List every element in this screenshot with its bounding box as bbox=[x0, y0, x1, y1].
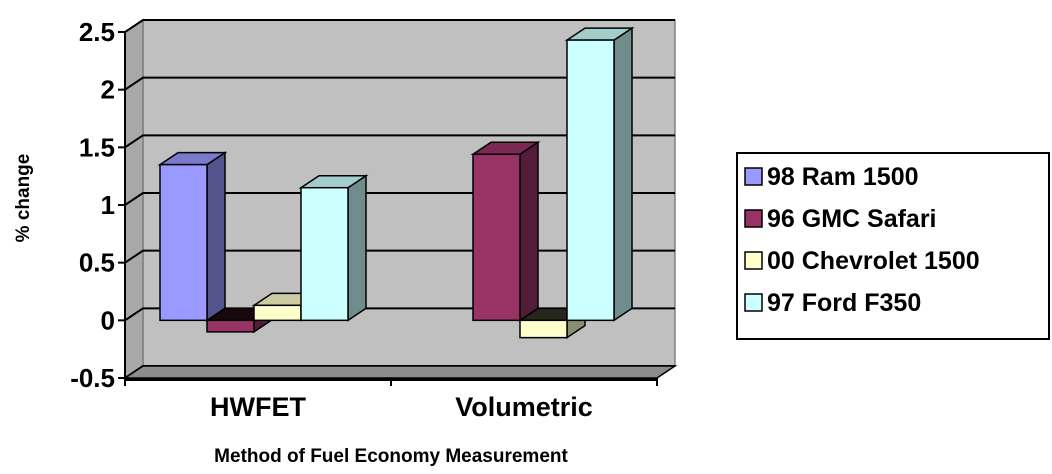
bar-front bbox=[519, 319, 568, 339]
x-tick-label: HWFET bbox=[210, 392, 306, 422]
bar-0-0 bbox=[157, 151, 228, 322]
x-tick-label: Volumetric bbox=[455, 392, 593, 422]
bar-front bbox=[206, 319, 255, 333]
legend-label: 97 Ford F350 bbox=[767, 289, 921, 317]
y-tick-label: 0.5 bbox=[79, 248, 115, 278]
gridline bbox=[124, 134, 675, 149]
y-axis-title: % change bbox=[13, 154, 34, 243]
legend-label: 00 Chevrolet 1500 bbox=[767, 247, 980, 275]
legend-label: 96 GMC Safari bbox=[767, 205, 937, 233]
y-tick-label: 2 bbox=[101, 75, 115, 105]
bar-front bbox=[566, 39, 615, 322]
bar-series bbox=[157, 26, 635, 340]
bar-front bbox=[472, 153, 521, 322]
y-tick-label: 0 bbox=[101, 305, 115, 335]
y-tick-label: -0.5 bbox=[70, 363, 115, 393]
legend-swatch bbox=[744, 251, 763, 270]
y-tick-label: 1.5 bbox=[79, 132, 115, 162]
bar-side bbox=[519, 140, 539, 322]
legend-label: 98 Ram 1500 bbox=[767, 163, 919, 191]
bar-front bbox=[159, 163, 208, 322]
floor bbox=[122, 365, 678, 379]
bar-side bbox=[613, 26, 633, 322]
legend: 98 Ram 1500 96 GMC Safari 00 Chevrolet 150… bbox=[736, 152, 1050, 340]
bar-1-3 bbox=[564, 26, 635, 322]
gridline bbox=[124, 76, 675, 91]
legend-swatch bbox=[744, 293, 763, 312]
bar-front bbox=[300, 186, 349, 322]
x-axis-title: Method of Fuel Economy Measurement bbox=[214, 446, 568, 467]
bar-front bbox=[253, 304, 302, 322]
bar-side bbox=[206, 151, 226, 322]
bar-side bbox=[347, 174, 367, 322]
axes: -0.5 0 0.5 1 1.5 2 2.5 HWFET Volumetric bbox=[70, 17, 658, 422]
legend-swatch bbox=[744, 209, 763, 228]
legend-box bbox=[736, 152, 1050, 340]
gridline bbox=[124, 19, 675, 33]
y-tick-label: 1 bbox=[101, 190, 115, 220]
y-tick-label: 2.5 bbox=[79, 17, 115, 47]
legend-swatch bbox=[744, 167, 763, 186]
chart-floor bbox=[122, 365, 678, 381]
bar-0-3 bbox=[298, 174, 369, 322]
bar-1-1 bbox=[470, 140, 541, 322]
